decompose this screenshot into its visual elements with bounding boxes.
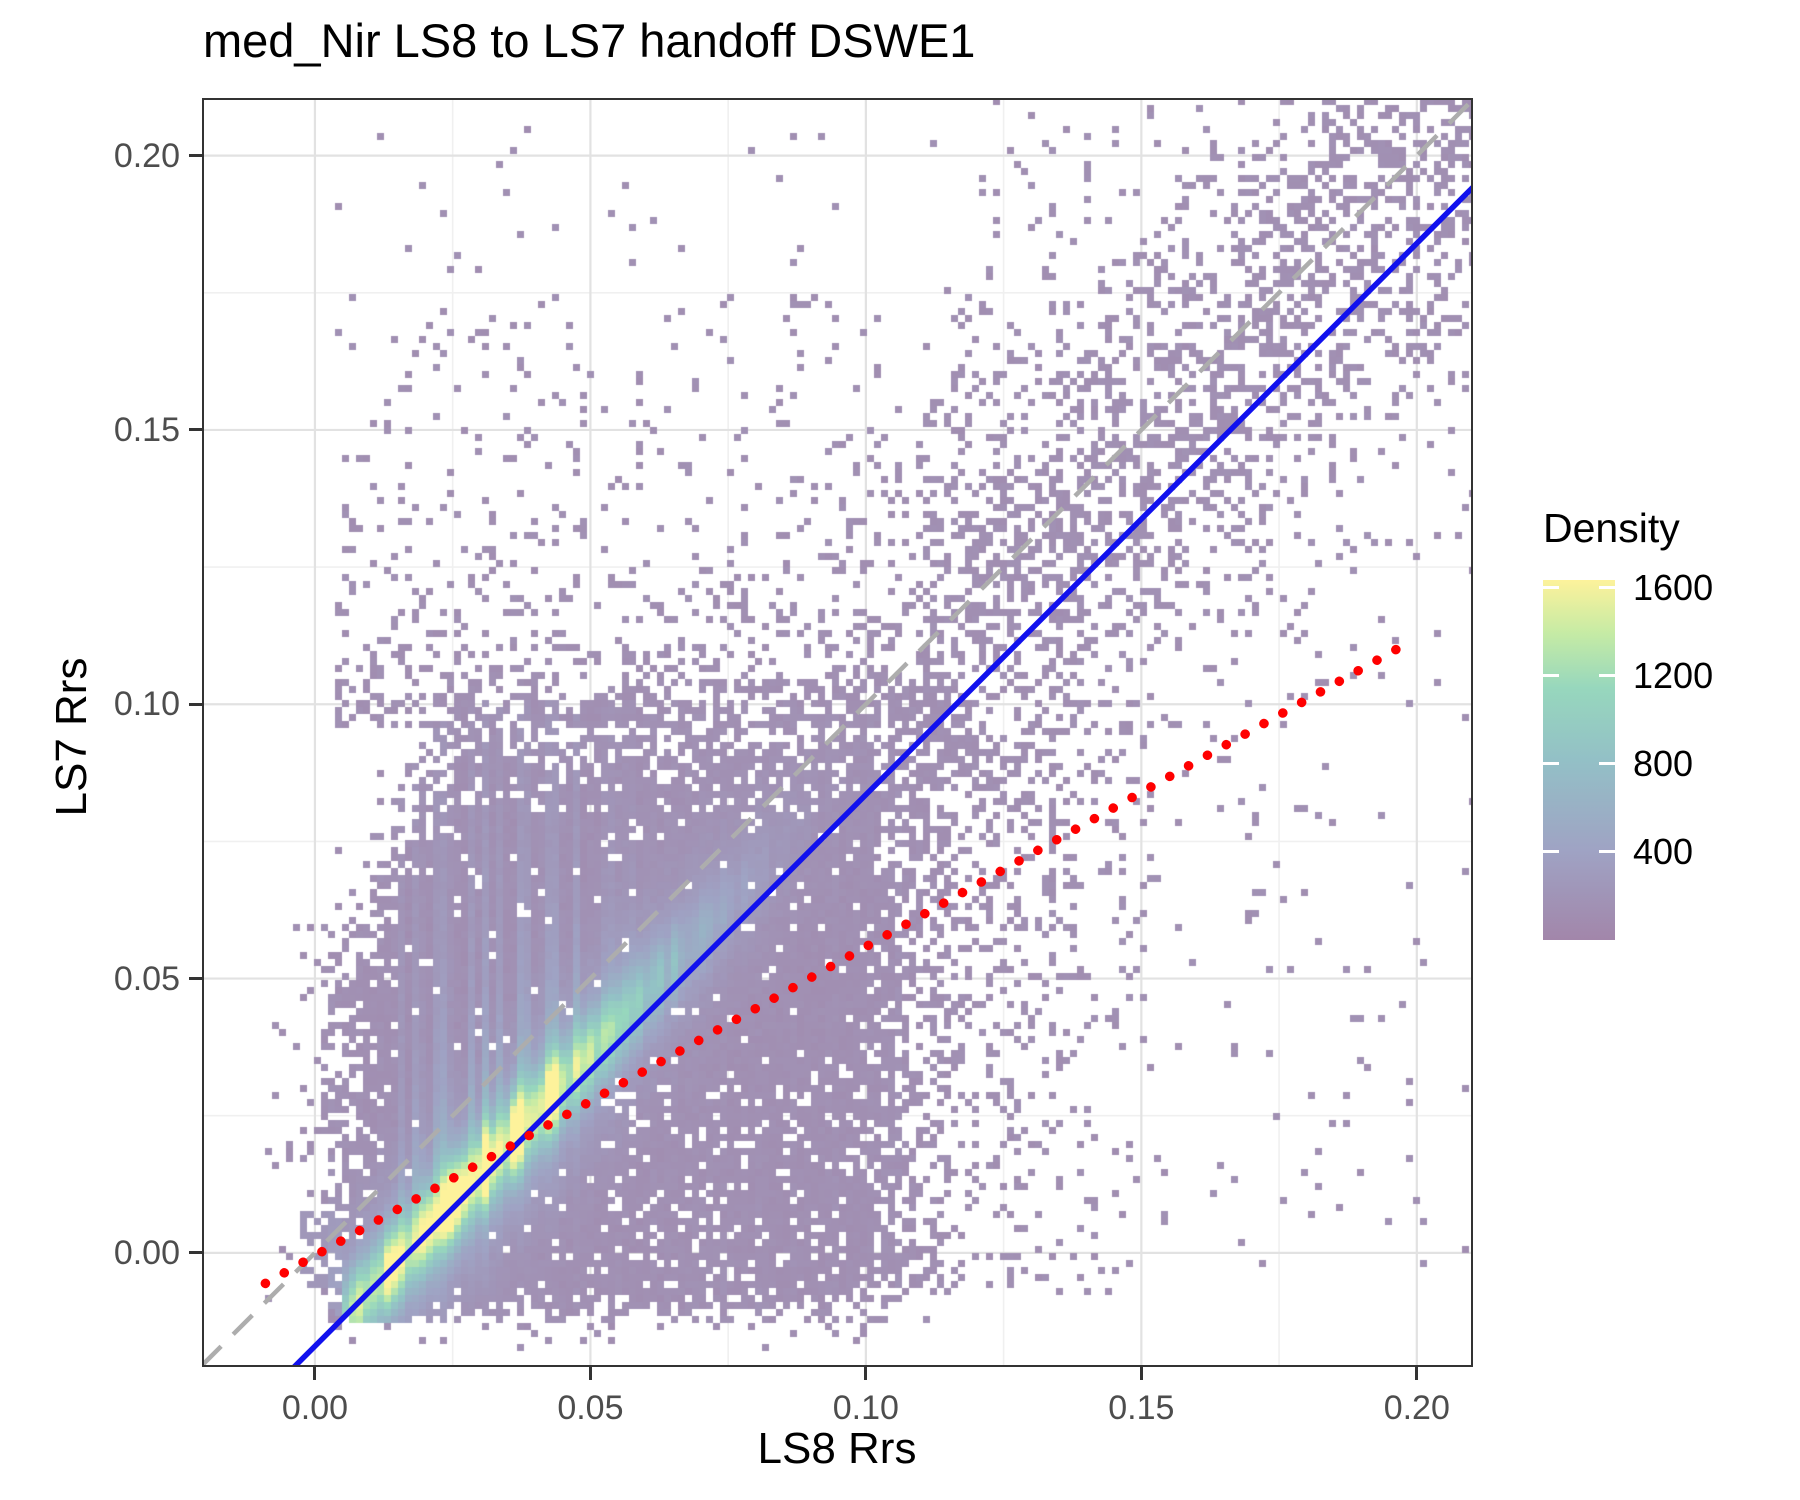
y-tick-label: 0.00 (113, 1233, 180, 1272)
y-tick-label: 0.15 (113, 410, 180, 449)
x-tick-mark (864, 1367, 868, 1380)
legend-tick-label: 1200 (1633, 654, 1714, 696)
x-tick-label: 0.00 (281, 1389, 349, 1427)
legend-bar-tick (1543, 762, 1559, 766)
y-tick-mark (189, 702, 202, 706)
y-axis-title: LS7 Rrs (47, 657, 96, 817)
x-tick-mark (1139, 1367, 1143, 1380)
chart-title: med_Nir LS8 to LS7 handoff DSWE1 (203, 14, 976, 67)
y-tick-label: 0.10 (113, 685, 180, 724)
reference-line-regression-fit (290, 185, 1473, 1367)
legend-bar-tick (1599, 674, 1615, 678)
y-tick-mark (189, 154, 202, 158)
plot-panel (202, 98, 1473, 1367)
legend-colorbar: 1600 1200 800 400 (1543, 567, 1713, 940)
y-tick-mark (189, 1251, 202, 1255)
legend-tick-label: 1600 (1633, 566, 1714, 608)
density-legend: Density 1600 1200 800 400 (1543, 505, 1713, 940)
legend-bar-tick (1543, 850, 1559, 854)
legend-bar-tick (1543, 586, 1559, 590)
legend-tick-label: 400 (1633, 830, 1694, 872)
legend-bar-tick (1599, 850, 1615, 854)
x-axis-title: LS8 Rrs (757, 1424, 917, 1473)
legend-bar-tick (1599, 586, 1615, 590)
y-tick-label: 0.05 (113, 959, 180, 998)
reference-line-handoff-correction (260, 634, 1419, 1289)
y-tick-mark (189, 977, 202, 981)
x-tick-label: 0.20 (1383, 1389, 1450, 1427)
x-tick-label: 0.15 (1108, 1389, 1175, 1427)
legend-tick-label: 800 (1633, 742, 1694, 784)
x-tick-mark (1415, 1367, 1419, 1380)
legend-bar-tick (1543, 674, 1559, 678)
x-tick-label: 0.05 (557, 1389, 624, 1427)
reference-line-one-to-one (202, 98, 1473, 1367)
legend-title: Density (1543, 505, 1680, 551)
legend-bar-tick (1599, 762, 1615, 766)
x-tick-mark (313, 1367, 317, 1380)
x-tick-label: 0.10 (832, 1389, 899, 1427)
y-tick-mark (189, 428, 202, 432)
y-tick-label: 0.20 (113, 136, 180, 175)
x-tick-mark (588, 1367, 592, 1380)
reference-lines-layer (202, 98, 1473, 1367)
